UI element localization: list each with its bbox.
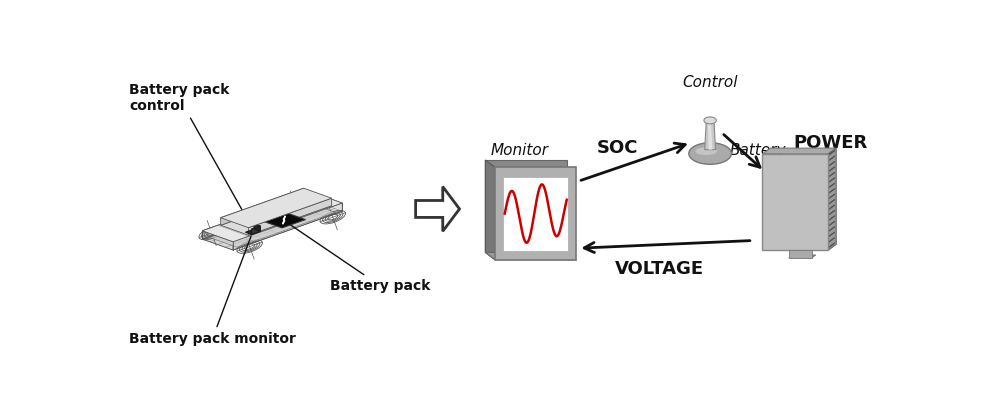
Ellipse shape — [689, 143, 731, 164]
Polygon shape — [828, 183, 835, 188]
Polygon shape — [828, 221, 835, 226]
Polygon shape — [828, 148, 836, 250]
Polygon shape — [221, 188, 332, 228]
Polygon shape — [828, 243, 835, 248]
Polygon shape — [283, 216, 285, 224]
Polygon shape — [828, 216, 835, 221]
FancyBboxPatch shape — [503, 177, 568, 251]
Polygon shape — [828, 188, 835, 194]
Text: Battery: Battery — [730, 143, 786, 158]
Ellipse shape — [704, 117, 716, 124]
Polygon shape — [221, 188, 304, 225]
Polygon shape — [202, 200, 342, 250]
Polygon shape — [485, 160, 567, 252]
Polygon shape — [828, 161, 835, 167]
Polygon shape — [252, 226, 260, 235]
Polygon shape — [249, 198, 332, 235]
Polygon shape — [416, 187, 459, 231]
Polygon shape — [202, 192, 342, 242]
Polygon shape — [828, 178, 835, 183]
Polygon shape — [828, 204, 835, 210]
Text: VOLTAGE: VOLTAGE — [615, 260, 704, 278]
Polygon shape — [209, 202, 335, 247]
Ellipse shape — [695, 147, 717, 155]
Polygon shape — [828, 156, 835, 161]
FancyBboxPatch shape — [762, 154, 828, 250]
Text: Battery pack
control: Battery pack control — [129, 83, 251, 227]
Polygon shape — [762, 148, 836, 154]
Polygon shape — [828, 199, 835, 205]
Polygon shape — [254, 224, 260, 231]
Polygon shape — [828, 172, 835, 178]
Polygon shape — [828, 194, 835, 199]
Polygon shape — [262, 213, 305, 228]
Text: SOC: SOC — [596, 139, 638, 157]
Polygon shape — [828, 210, 835, 216]
Text: Battery pack: Battery pack — [286, 222, 431, 293]
Text: Control: Control — [682, 75, 738, 90]
Polygon shape — [202, 192, 312, 239]
Polygon shape — [485, 252, 576, 260]
Polygon shape — [485, 160, 495, 260]
Polygon shape — [221, 196, 332, 235]
Polygon shape — [828, 232, 835, 237]
Polygon shape — [828, 237, 835, 243]
Polygon shape — [828, 166, 835, 172]
FancyBboxPatch shape — [789, 250, 812, 258]
Polygon shape — [233, 203, 342, 250]
FancyBboxPatch shape — [495, 167, 576, 260]
Polygon shape — [245, 229, 260, 235]
Text: Monitor: Monitor — [491, 143, 549, 158]
Polygon shape — [789, 255, 816, 258]
Polygon shape — [828, 226, 835, 232]
Text: POWER: POWER — [793, 134, 867, 152]
Text: Battery pack monitor: Battery pack monitor — [129, 236, 296, 346]
Polygon shape — [705, 121, 716, 150]
Polygon shape — [828, 150, 835, 156]
Polygon shape — [708, 121, 712, 150]
